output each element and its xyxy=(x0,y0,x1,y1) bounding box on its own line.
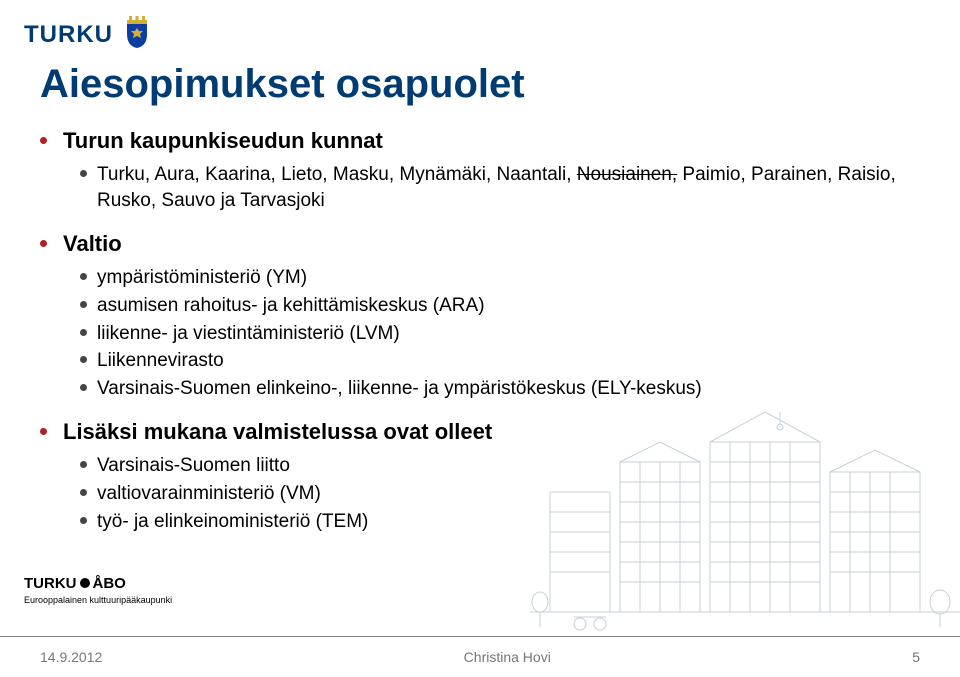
level2-text: Turku, Aura, Kaarina, Lieto, Masku, Mynä… xyxy=(97,162,920,213)
crest-icon xyxy=(123,16,151,53)
bullet-dot-icon xyxy=(80,356,87,363)
footer-divider xyxy=(0,636,960,637)
footer-author: Christina Hovi xyxy=(464,649,551,665)
brand-name: TURKU xyxy=(24,21,113,49)
dot-icon xyxy=(80,578,90,588)
bullet-dot-icon xyxy=(40,428,47,435)
footer-page: 5 xyxy=(912,649,920,665)
level2-bullet: ympäristöministeriö (YM) xyxy=(80,265,920,291)
footer-bar: 14.9.2012 Christina Hovi 5 xyxy=(0,649,960,665)
level2-text: liikenne- ja viestintäministeriö (LVM) xyxy=(97,321,400,347)
footer-logo-turku: TURKU xyxy=(24,575,77,592)
footer-date: 14.9.2012 xyxy=(40,649,102,665)
level2-text: ympäristöministeriö (YM) xyxy=(97,265,307,291)
brand-header: TURKU xyxy=(24,16,151,53)
bullet-dot-icon xyxy=(80,461,87,468)
slide: TURKU Aiesopimukset osapuolet Turun kaup… xyxy=(0,0,960,677)
level2-text: Liikennevirasto xyxy=(97,348,224,374)
level1-bullet: Turun kaupunkiseudun kunnat xyxy=(40,128,920,158)
level2-bullet: asumisen rahoitus- ja kehittämiskeskus (… xyxy=(80,293,920,319)
level1-text: Turun kaupunkiseudun kunnat xyxy=(63,128,383,154)
bullet-dot-icon xyxy=(80,517,87,524)
slide-title: Aiesopimukset osapuolet xyxy=(40,62,525,107)
level1-bullet: Valtio xyxy=(40,231,920,261)
level2-text: asumisen rahoitus- ja kehittämiskeskus (… xyxy=(97,293,485,319)
level2-bullet: Liikennevirasto xyxy=(80,348,920,374)
level1-text: Valtio xyxy=(63,231,122,257)
bullet-dot-icon xyxy=(40,137,47,144)
bullet-dot-icon xyxy=(80,489,87,496)
bullet-dot-icon xyxy=(80,170,87,177)
bullet-dot-icon xyxy=(80,329,87,336)
level2-text: Varsinais-Suomen liitto xyxy=(97,453,290,479)
footer-logo-abo: ÅBO xyxy=(93,575,126,592)
footer-logo: TURKU ÅBO Eurooppalainen kulttuuripääkaup… xyxy=(24,575,172,605)
bullet-dot-icon xyxy=(80,273,87,280)
level2-bullet: liikenne- ja viestintäministeriö (LVM) xyxy=(80,321,920,347)
bullet-dot-icon xyxy=(80,301,87,308)
city-illustration xyxy=(530,372,960,637)
level2-text: valtiovarainministeriö (VM) xyxy=(97,481,321,507)
bullet-dot-icon xyxy=(80,384,87,391)
level1-text: Lisäksi mukana valmistelussa ovat olleet xyxy=(63,419,492,445)
level2-block: Turku, Aura, Kaarina, Lieto, Masku, Mynä… xyxy=(80,162,920,213)
footer-logo-sub: Eurooppalainen kulttuuripääkaupunki xyxy=(24,595,172,605)
level2-text: työ- ja elinkeinoministeriö (TEM) xyxy=(97,509,368,535)
level2-bullet: Turku, Aura, Kaarina, Lieto, Masku, Mynä… xyxy=(80,162,920,213)
bullet-dot-icon xyxy=(40,240,47,247)
